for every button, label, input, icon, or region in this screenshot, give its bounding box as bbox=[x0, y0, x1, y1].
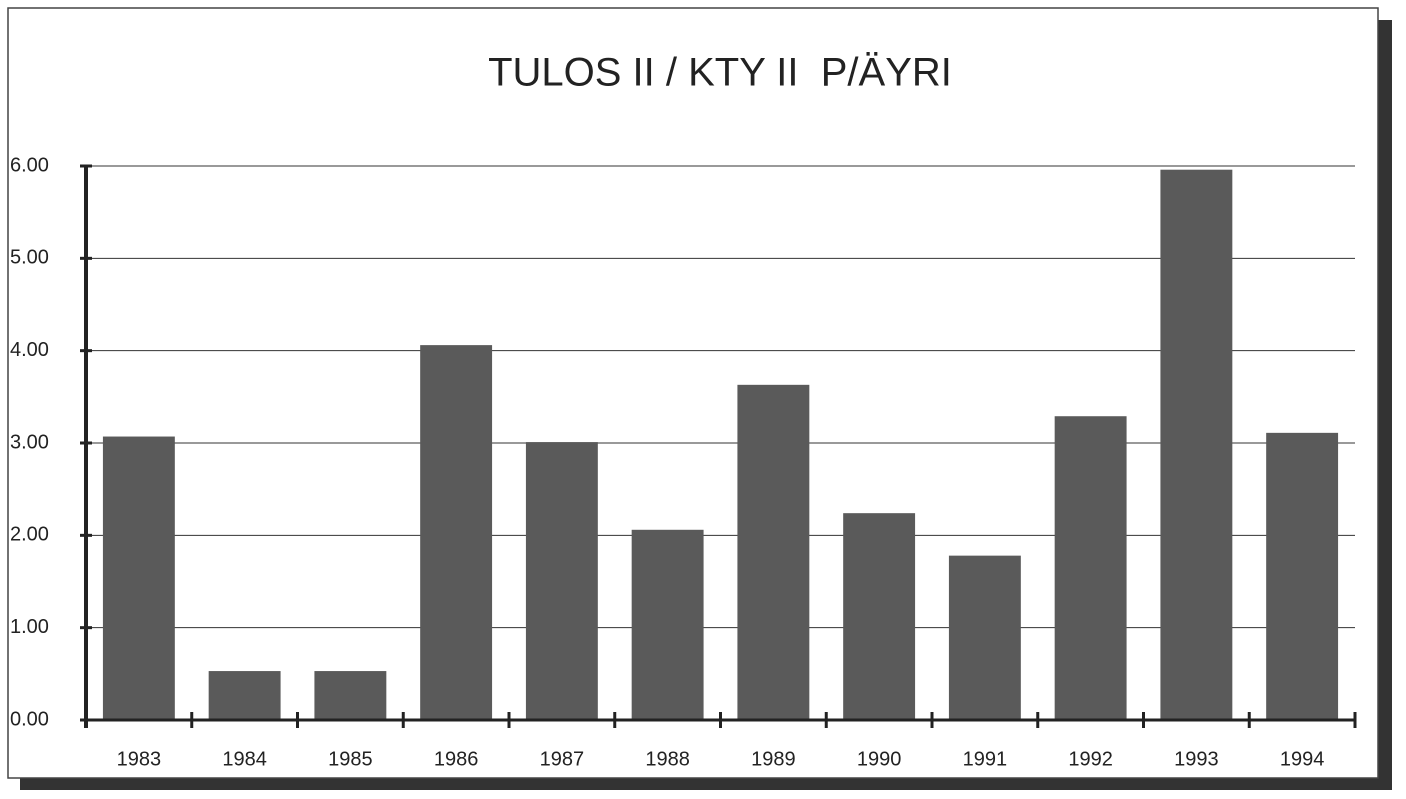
bar bbox=[1160, 169, 1233, 720]
bar bbox=[843, 513, 916, 720]
bar bbox=[102, 436, 175, 720]
bar bbox=[208, 671, 281, 720]
y-tick-label: 6.00 bbox=[10, 154, 49, 176]
x-tick-label: 1994 bbox=[1280, 748, 1325, 770]
chart-title: TULOS II / KTY II P/ÄYRI bbox=[488, 51, 952, 95]
y-tick-label: 3.00 bbox=[10, 431, 49, 453]
bar bbox=[737, 384, 810, 720]
bar bbox=[631, 529, 704, 720]
x-tick-label: 1986 bbox=[434, 748, 479, 770]
y-tick-label: 4.00 bbox=[10, 339, 49, 361]
bar bbox=[420, 345, 493, 720]
bar bbox=[314, 671, 387, 720]
x-tick-label: 1991 bbox=[963, 748, 1008, 770]
x-tick-label: 1989 bbox=[751, 748, 796, 770]
bar bbox=[525, 442, 598, 720]
y-tick-label: 5.00 bbox=[10, 247, 49, 269]
y-tick-label: 0.00 bbox=[10, 708, 49, 730]
y-tick-label: 1.00 bbox=[10, 616, 49, 638]
x-tick-label: 1987 bbox=[540, 748, 585, 770]
bar bbox=[1266, 432, 1339, 720]
x-tick-label: 1984 bbox=[222, 748, 267, 770]
y-tick-label: 2.00 bbox=[10, 524, 49, 546]
x-tick-label: 1985 bbox=[328, 748, 373, 770]
bar bbox=[1054, 416, 1127, 720]
x-tick-label: 1988 bbox=[645, 748, 690, 770]
x-tick-label: 1983 bbox=[117, 748, 162, 770]
x-tick-label: 1992 bbox=[1068, 748, 1113, 770]
x-tick-label: 1993 bbox=[1174, 748, 1219, 770]
x-tick-label: 1990 bbox=[857, 748, 902, 770]
bar bbox=[948, 555, 1021, 720]
